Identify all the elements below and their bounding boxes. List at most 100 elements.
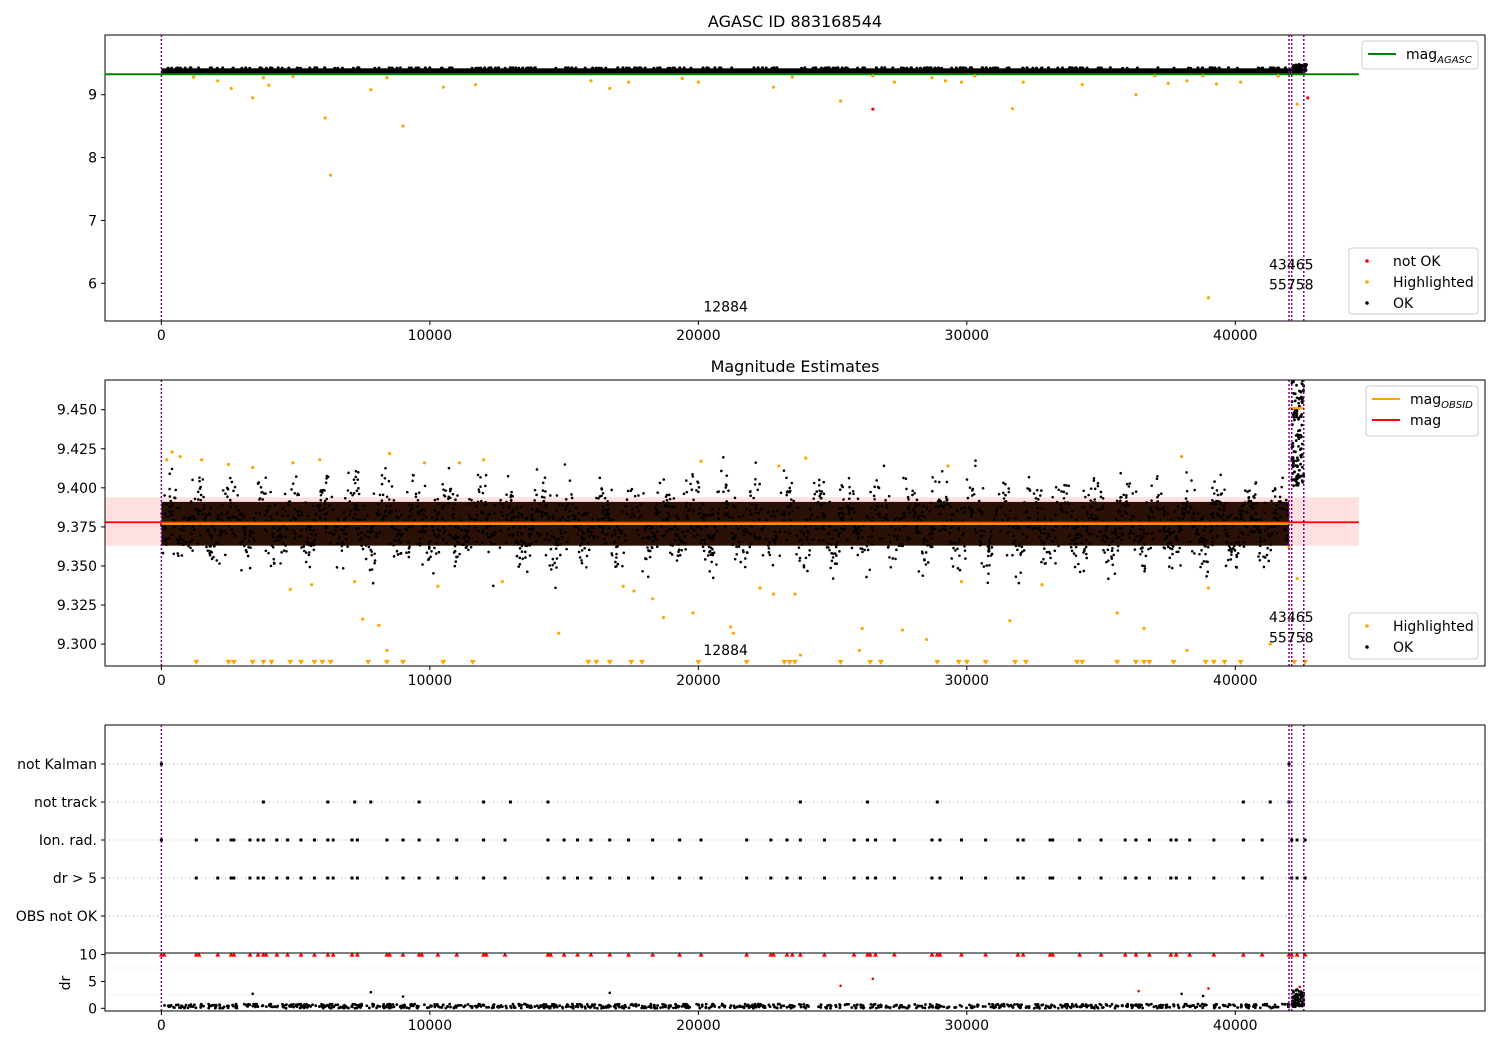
ok-point xyxy=(424,515,428,519)
ok-point xyxy=(1263,529,1267,532)
ok-point xyxy=(345,532,348,536)
highlighted-point xyxy=(323,116,327,120)
ok-point xyxy=(517,565,521,568)
ok-point xyxy=(870,526,874,529)
ok-point xyxy=(438,502,441,505)
ok-point xyxy=(443,503,446,507)
flag-marker xyxy=(1290,838,1294,842)
ok-point xyxy=(1222,505,1225,508)
dr-point xyxy=(311,1003,314,1007)
ok-point xyxy=(324,524,328,528)
dr-point xyxy=(868,1006,872,1010)
ok-point xyxy=(1096,535,1099,538)
dr-point xyxy=(1233,1004,1237,1008)
ok-point xyxy=(204,515,208,519)
ok-point xyxy=(166,515,169,519)
ok-point xyxy=(1084,495,1087,499)
ok-point xyxy=(1291,413,1295,417)
lower-limit-marker xyxy=(230,659,237,665)
ok-point xyxy=(492,533,496,537)
ok-point xyxy=(474,526,477,529)
ok-point xyxy=(1150,509,1153,513)
ok-point xyxy=(951,541,955,545)
ok-point xyxy=(978,539,982,543)
ok-point xyxy=(1051,539,1055,543)
ok-point xyxy=(422,509,426,512)
ok-point xyxy=(822,480,826,484)
ok-point xyxy=(1014,516,1018,520)
dr-point xyxy=(519,1003,522,1007)
ok-point xyxy=(678,66,682,70)
ok-point xyxy=(226,487,230,491)
ok-point xyxy=(557,543,560,547)
flag-marker xyxy=(1295,838,1299,842)
ok-point xyxy=(828,548,831,552)
ok-point xyxy=(298,535,301,538)
ok-point xyxy=(749,532,752,536)
dr-capped-marker xyxy=(1077,952,1083,957)
flag-marker xyxy=(216,876,220,880)
ok-point xyxy=(1180,528,1183,531)
ok-point xyxy=(423,66,427,70)
ok-point xyxy=(655,512,658,516)
ok-point xyxy=(552,514,555,517)
ok-point xyxy=(779,491,783,495)
dr-point xyxy=(357,1003,361,1007)
ok-point xyxy=(815,501,819,505)
dr-point xyxy=(391,1003,395,1006)
ok-point xyxy=(1295,410,1298,414)
ok-point xyxy=(615,545,618,549)
ok-point xyxy=(408,509,412,513)
ok-point xyxy=(950,526,953,529)
ok-point xyxy=(577,511,581,515)
ok-point xyxy=(1080,534,1084,538)
ok-point xyxy=(726,503,730,506)
dr-point xyxy=(1218,1006,1221,1010)
ok-point xyxy=(493,66,497,70)
ok-point xyxy=(615,552,618,556)
ok-point xyxy=(506,518,509,522)
ok-point xyxy=(789,501,793,505)
ok-point xyxy=(320,509,323,512)
ok-point xyxy=(395,534,398,538)
ok-point xyxy=(1019,571,1022,575)
ok-point xyxy=(243,529,247,533)
ok-point xyxy=(677,548,681,552)
ok-point xyxy=(655,530,659,533)
dr-point xyxy=(1164,1003,1168,1007)
ok-point xyxy=(328,504,331,507)
dr-point xyxy=(251,1004,255,1008)
dr-point xyxy=(1295,1003,1299,1007)
highlighted-point xyxy=(1040,583,1044,587)
ok-point xyxy=(850,546,854,550)
ok-point xyxy=(885,503,888,507)
ok-point xyxy=(842,512,846,516)
ok-point xyxy=(290,488,293,491)
flag-marker xyxy=(608,876,612,880)
ok-point xyxy=(882,516,885,520)
highlighted-point xyxy=(361,617,365,621)
ok-point xyxy=(178,66,182,70)
ok-points-band xyxy=(161,68,1306,74)
ok-point xyxy=(1269,543,1273,546)
dr-point xyxy=(1011,1006,1015,1009)
flag-marker xyxy=(503,876,507,880)
ok-point xyxy=(691,475,695,478)
ok-point xyxy=(1225,540,1229,544)
ok-point xyxy=(1023,501,1026,504)
flag-marker xyxy=(1188,876,1192,880)
ok-point xyxy=(416,498,420,502)
ok-point xyxy=(1177,517,1181,520)
ok-point xyxy=(263,528,267,531)
flag-marker xyxy=(1287,762,1291,766)
ok-point xyxy=(913,512,917,515)
ok-point xyxy=(163,494,166,497)
dr-point xyxy=(537,1006,541,1010)
ok-point xyxy=(659,525,663,528)
highlighted-point xyxy=(871,74,875,78)
dr-capped-marker xyxy=(937,952,943,957)
ok-point xyxy=(395,515,398,518)
ok-point xyxy=(574,506,578,510)
ok-point xyxy=(1298,389,1302,393)
dr-capped-marker xyxy=(784,952,790,957)
